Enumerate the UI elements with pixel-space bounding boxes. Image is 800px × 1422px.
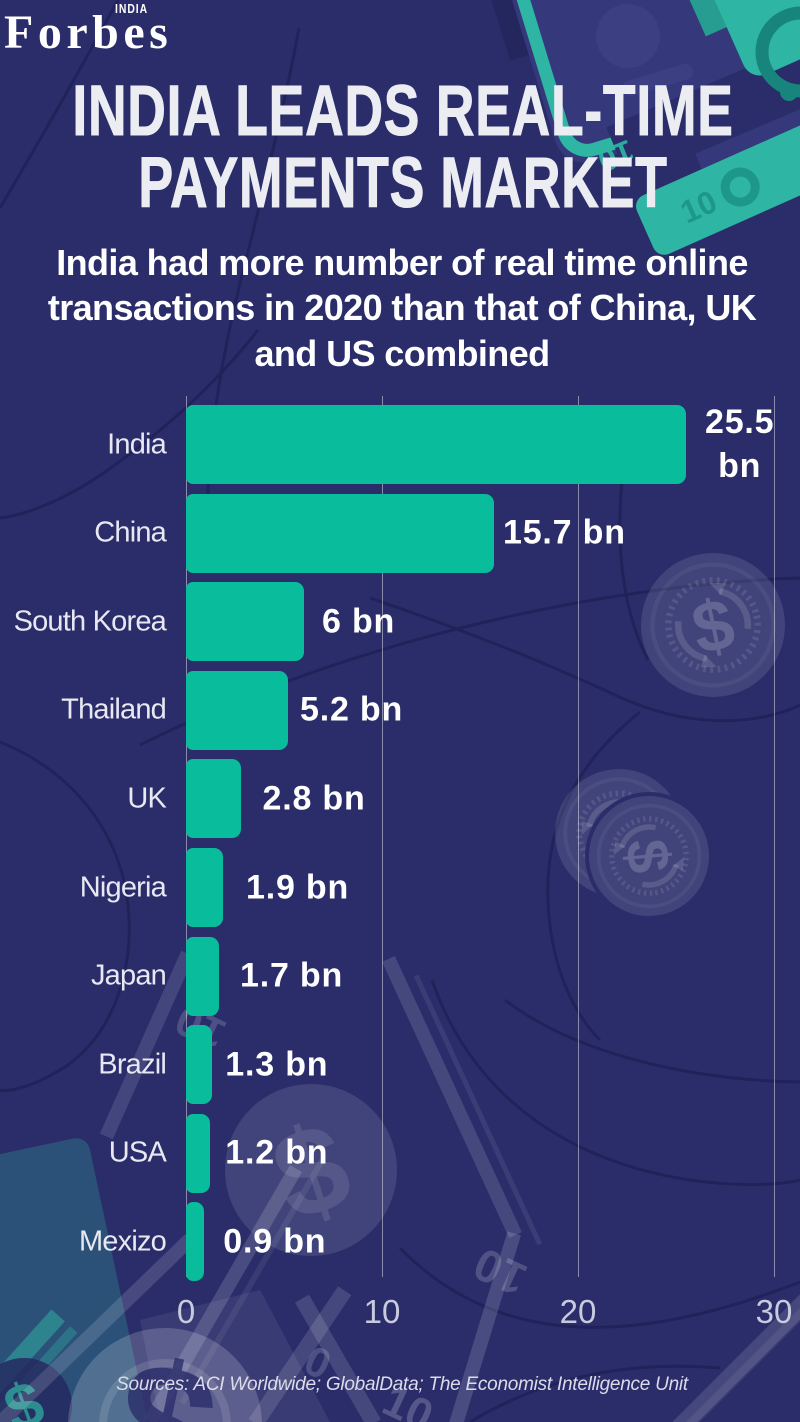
svg-text:10: 10 [466,1238,534,1307]
